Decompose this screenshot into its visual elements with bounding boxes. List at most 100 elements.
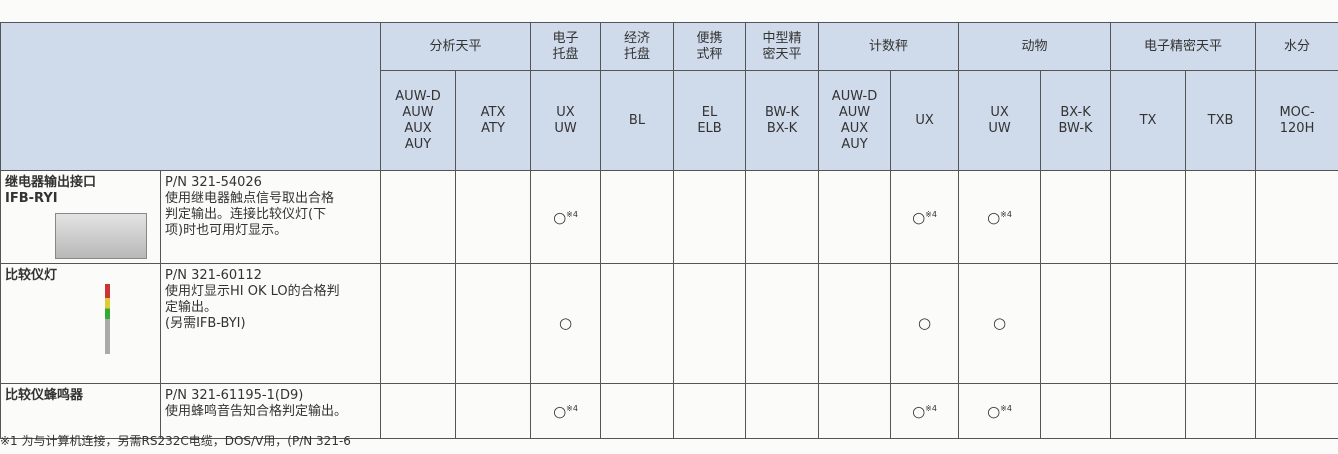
cell <box>380 170 456 264</box>
cell: ○ <box>530 263 602 384</box>
cell <box>600 263 675 384</box>
cell <box>1185 170 1257 264</box>
group-label: 动物 <box>1021 38 1048 54</box>
compatible-mark: ○ <box>553 208 567 227</box>
cell <box>380 263 456 384</box>
compatible-mark: ○ <box>912 402 926 421</box>
description-line: 使用灯显示HI OK LO的合格判 <box>165 284 340 299</box>
note-mark: ※4 <box>566 209 578 219</box>
model-name: BW-K <box>1058 120 1093 136</box>
name-line: IFB-RYI <box>5 191 58 206</box>
product-description: P/N 321-60112 使用灯显示HI OK LO的合格判 定输出。 (另需IFB… <box>160 263 381 384</box>
header-row: 分析天平 电子 托盘 经济 托盘 便携 式秤 中型精 密天平 计数秤 动物 电子精密天平 水分 <box>0 22 1338 171</box>
note-mark: ※4 <box>925 403 937 413</box>
product-image <box>55 213 147 259</box>
group-label: 计数秤 <box>869 38 909 54</box>
description-line: (另需IFB-BYI) <box>165 316 246 331</box>
group-label: 式秤 <box>696 46 723 62</box>
cell <box>600 383 675 439</box>
name-line: 比较仪灯 <box>5 268 58 283</box>
model-header: TX <box>1110 70 1187 171</box>
cell <box>454 383 532 439</box>
cell <box>745 170 820 264</box>
group-header: 中型精 密天平 <box>745 22 820 71</box>
cell <box>454 263 532 384</box>
cell: ○※4 <box>890 170 960 264</box>
compatible-mark: ○ <box>992 313 1007 332</box>
compatible-mark: ○ <box>987 402 1001 421</box>
footnote: ※1 为与计算机连接，另需RS232C电缆，DOS/V用，(P/N 321-6 <box>0 434 351 448</box>
model-name: TXB <box>1207 112 1234 128</box>
model-name: UX <box>915 112 934 128</box>
name-line: 比较仪蜂鸣器 <box>5 388 84 403</box>
cell <box>673 263 747 384</box>
cell: ○※4 <box>530 170 602 264</box>
description-line: 使用蜂鸣音告知合格判定输出。 <box>165 404 348 419</box>
group-header: 便携 式秤 <box>673 22 747 71</box>
cell <box>380 383 456 439</box>
cell <box>600 170 675 264</box>
model-header: AUW-D AUW AUX AUY <box>380 70 456 171</box>
product-description: P/N 321-61195-1(D9) 使用蜂鸣音告知合格判定输出。 <box>160 383 381 439</box>
header-row: AUW-D AUW AUX AUY ATX ATY UX UW BL EL ELB BW-K BX-K A… <box>1 70 1338 171</box>
cell <box>1110 263 1187 384</box>
cell: ○ <box>958 263 1042 384</box>
group-label: 托盘 <box>624 46 651 62</box>
cell <box>1040 263 1112 384</box>
part-number: P/N 321-60112 <box>165 268 262 283</box>
model-header: UX <box>890 70 960 171</box>
model-header: BW-K BX-K <box>745 70 820 171</box>
cell: ○ <box>890 263 960 384</box>
group-label: 分析天平 <box>429 38 482 54</box>
model-name: TX <box>1139 112 1157 128</box>
cell <box>745 383 820 439</box>
model-header: UX UW <box>958 70 1042 171</box>
cell <box>1110 383 1187 439</box>
model-name: AUW-D <box>831 88 878 104</box>
model-name: 120H <box>1279 120 1315 136</box>
model-header: EL ELB <box>673 70 747 171</box>
product-row: 比较仪灯 P/N 321-60112 使用灯显示HI OK LO的合格判 定输出。 (另… <box>0 263 1338 384</box>
group-label: 电子 <box>552 30 579 46</box>
group-header: 电子 托盘 <box>530 22 602 71</box>
cell <box>818 170 892 264</box>
header-corner <box>0 22 381 171</box>
model-name: AUX <box>840 120 869 136</box>
compatible-mark: ○ <box>553 402 567 421</box>
model-name: UX <box>556 104 575 120</box>
model-header: MOC- 120H <box>1255 70 1338 171</box>
group-header: 分析天平 <box>379 22 532 71</box>
cell <box>1185 383 1257 439</box>
cell <box>1255 263 1338 384</box>
model-name: AUY <box>841 136 868 152</box>
group-label: 水分 <box>1284 38 1311 54</box>
description-line: 项)时也可用灯显示。 <box>165 223 288 238</box>
compatible-mark: ○ <box>558 313 573 332</box>
model-name: AUW <box>838 104 871 120</box>
product-row: 继电器输出接口 IFB-RYI P/N 321-54026 使用继电器触点信号取出合格… <box>0 170 1338 264</box>
product-name: 比较仪灯 <box>0 263 161 384</box>
model-header: ATX ATY <box>454 70 532 171</box>
group-header: 水分 <box>1255 22 1338 71</box>
part-number: P/N 321-54026 <box>165 175 262 190</box>
cell <box>1110 170 1187 264</box>
cell <box>1255 170 1338 264</box>
cell <box>673 383 747 439</box>
cell <box>818 383 892 439</box>
cell: ○※4 <box>958 170 1042 264</box>
model-name: EL <box>701 104 718 120</box>
model-name: MOC- <box>1279 104 1315 120</box>
cell: ○※4 <box>530 383 602 439</box>
group-label: 电子精密天平 <box>1144 38 1223 54</box>
note-mark: ※4 <box>1000 403 1012 413</box>
group-label: 托盘 <box>552 46 579 62</box>
model-header: TXB <box>1185 70 1257 171</box>
product-name: 继电器输出接口 IFB-RYI <box>0 170 161 264</box>
part-number: P/N 321-61195-1(D9) <box>165 388 304 403</box>
group-label: 便携 <box>696 30 723 46</box>
product-description: P/N 321-54026 使用继电器触点信号取出合格 判定输出。连接比较仪灯(下项… <box>160 170 381 264</box>
model-name: AUW <box>402 104 434 120</box>
cell <box>745 263 820 384</box>
group-header: 电子精密天平 <box>1110 22 1257 71</box>
cell <box>818 263 892 384</box>
